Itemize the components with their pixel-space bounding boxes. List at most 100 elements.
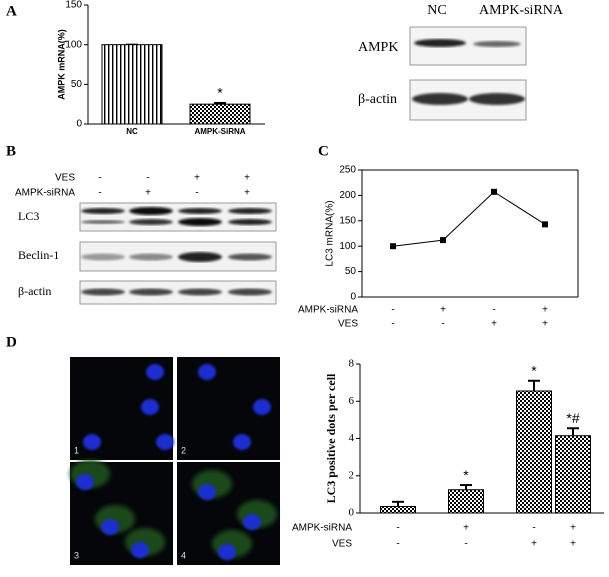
y-tick-label: 100: [65, 39, 82, 50]
y-tick-label: 100: [339, 241, 356, 252]
micrograph-label: 2: [181, 445, 186, 455]
nucleus: [198, 364, 216, 380]
band: [129, 219, 173, 225]
condition-sign: -: [391, 305, 394, 316]
nucleus: [76, 474, 94, 490]
band: [129, 288, 173, 296]
y-tick-label: 200: [339, 190, 356, 201]
annotation: *: [463, 467, 469, 483]
condition-sign: +: [145, 188, 151, 199]
nucleus: [141, 399, 159, 415]
bar: [101, 44, 163, 125]
panel-label: A: [6, 3, 17, 19]
y-tick-label: 150: [65, 0, 82, 11]
blot-row: β-actin: [18, 284, 51, 298]
point: [542, 221, 548, 228]
blot-row: LC3: [18, 209, 39, 223]
nucleus: [233, 434, 251, 450]
micrograph-label: 1: [74, 445, 79, 455]
condition-sign: -: [98, 188, 101, 199]
band: [81, 253, 125, 261]
condition-sign: +: [244, 188, 250, 199]
condition-sign: -: [146, 173, 149, 184]
nucleus: [198, 484, 216, 500]
band: [473, 41, 521, 47]
y-tick-label: 50: [345, 266, 357, 277]
y-tick-label: 250: [339, 165, 356, 176]
nucleus: [146, 364, 164, 380]
condition-sign: +: [463, 523, 469, 534]
annotation: *: [531, 362, 537, 378]
condition-name: AMPK-siRNA: [298, 305, 358, 316]
blot-row: β-actin: [358, 92, 397, 107]
band: [178, 218, 222, 226]
band: [228, 253, 272, 261]
panel-label: B: [6, 143, 16, 159]
condition-name: AMPK-siRNA: [292, 523, 352, 534]
bar: [380, 505, 416, 514]
panel-label: C: [318, 143, 329, 159]
condition-sign: -: [98, 173, 101, 184]
nucleus: [243, 514, 261, 530]
point: [440, 237, 446, 244]
band: [81, 208, 125, 214]
condition-sign: +: [570, 523, 576, 534]
bar: [189, 103, 251, 125]
condition-sign: -: [195, 188, 198, 199]
annotation: *#: [566, 410, 579, 426]
condition-sign: +: [194, 173, 200, 184]
condition-name: VES: [338, 319, 358, 330]
band: [228, 219, 272, 225]
y-axis-label: LC3 positive dots per cell: [324, 373, 338, 503]
y-tick-label: 0: [76, 119, 82, 130]
condition-sign: +: [570, 539, 576, 550]
condition-sign: +: [531, 539, 537, 550]
band: [469, 93, 525, 105]
bar: [516, 390, 552, 514]
bar: [448, 489, 484, 514]
nucleus: [83, 434, 101, 450]
band: [129, 207, 173, 215]
band: [228, 288, 272, 296]
condition-sign: -: [532, 523, 535, 534]
condition-sign: -: [396, 539, 399, 550]
condition-sign: -: [396, 523, 399, 534]
micrograph-label: 4: [181, 550, 186, 560]
condition-sign: +: [491, 319, 497, 330]
x-tick-label: NC: [126, 127, 138, 136]
nucleus: [156, 434, 174, 450]
y-tick-label: 0: [349, 507, 355, 519]
condition-sign: +: [542, 319, 548, 330]
y-tick-label: 8: [349, 358, 355, 370]
blot-box: [79, 280, 277, 305]
x-tick-label: AMPK-SiRNA: [194, 127, 245, 136]
micrographs: 1 2 3 4: [70, 357, 280, 565]
band: [414, 39, 466, 47]
y-tick-label: 150: [339, 215, 356, 226]
condition-sign: +: [440, 305, 446, 316]
band: [178, 252, 222, 262]
panel-label: D: [6, 334, 17, 350]
blot-column: AMPK-siRNA: [479, 3, 564, 18]
condition-sign: -: [441, 319, 444, 330]
condition-sign: -: [391, 319, 394, 330]
bar: [555, 435, 591, 514]
band: [412, 93, 468, 105]
condition-name: AMPK-siRNA: [15, 188, 75, 199]
nucleus: [131, 542, 149, 558]
condition-name: VES: [332, 539, 352, 550]
y-tick-label: 50: [71, 79, 83, 90]
point: [491, 188, 497, 195]
micrograph-label: 3: [74, 550, 79, 560]
band: [178, 288, 222, 296]
y-axis-label: LC3 mRNA(%): [325, 200, 336, 266]
condition-sign: -: [492, 305, 495, 316]
nucleus: [218, 544, 236, 560]
blot-row: Beclin-1: [18, 248, 59, 262]
condition-sign: +: [542, 305, 548, 316]
point: [390, 243, 396, 250]
condition-sign: -: [464, 539, 467, 550]
band: [81, 288, 125, 296]
y-axis-label: AMPK mRNA(%): [56, 29, 66, 100]
